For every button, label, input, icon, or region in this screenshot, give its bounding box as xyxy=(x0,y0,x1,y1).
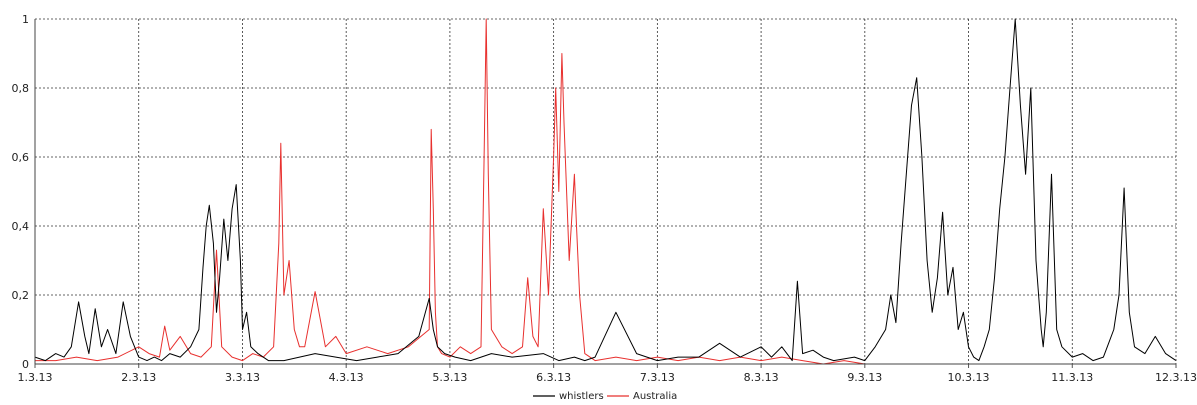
x-tick-label: 5.3.13 xyxy=(432,371,467,384)
x-tick-label: 6.3.13 xyxy=(536,371,571,384)
y-tick-labels: 0 0,2 0,4 0,6 0,8 1 xyxy=(12,13,30,371)
x-tick-label: 1.3.13 xyxy=(18,371,53,384)
legend: whistlers Australia xyxy=(533,391,677,402)
y-tick-label: 0,8 xyxy=(12,82,30,95)
x-gridlines xyxy=(138,19,1073,364)
x-tick-label: 8.3.13 xyxy=(744,371,779,384)
x-tick-label: 12.3.13 xyxy=(1155,371,1197,384)
series-layer xyxy=(34,18,1177,365)
axes xyxy=(34,19,1177,368)
y-tick-label: 0,6 xyxy=(12,151,30,164)
y-tick-label: 1 xyxy=(22,13,29,26)
legend-entry: Australia xyxy=(607,391,677,402)
x-tick-label: 2.3.13 xyxy=(121,371,156,384)
x-tick-label: 11.3.13 xyxy=(1051,371,1093,384)
x-tick-label: 4.3.13 xyxy=(329,371,364,384)
y-tick-label: 0,4 xyxy=(12,220,30,233)
x-tick-label: 7.3.13 xyxy=(640,371,675,384)
series-australia xyxy=(35,18,1176,365)
y-tick-label: 0 xyxy=(22,358,29,371)
x-tick-label: 10.3.13 xyxy=(948,371,990,384)
legend-entry: whistlers xyxy=(533,391,604,402)
series-whistlers xyxy=(34,18,1177,362)
y-tick-label: 0,2 xyxy=(12,289,30,302)
legend-label: whistlers xyxy=(559,391,604,402)
x-tick-label: 9.3.13 xyxy=(847,371,882,384)
series-line xyxy=(35,18,1176,365)
legend-label: Australia xyxy=(633,391,677,402)
x-tick-label: 3.3.13 xyxy=(225,371,260,384)
x-tick-labels: 1.3.13 2.3.13 3.3.13 4.3.13 5.3.13 6.3.13 7.3.… xyxy=(18,371,1197,384)
series-line xyxy=(34,18,1177,362)
